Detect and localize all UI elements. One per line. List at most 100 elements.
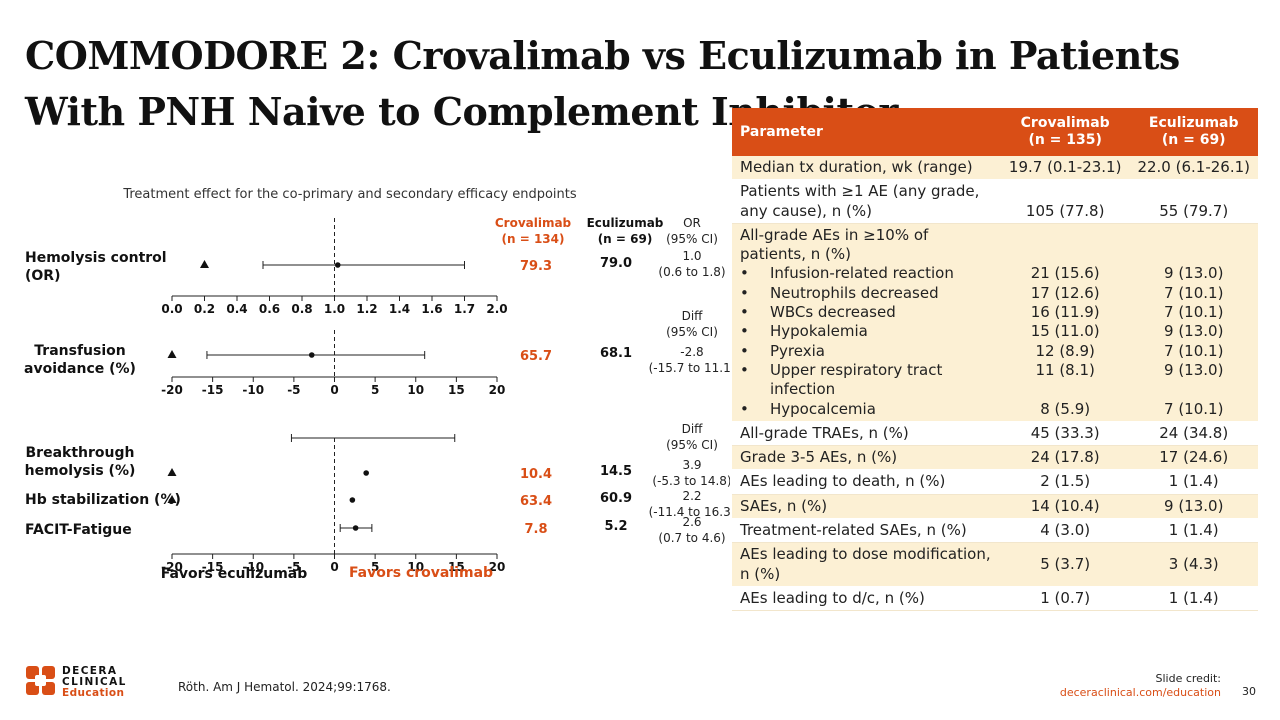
list-item: Hypocalcemia: [740, 400, 993, 420]
table-header-eculizumab: Eculizumab (n = 69): [1129, 108, 1258, 156]
effect-header: OR: [683, 216, 701, 230]
logo-line: DECERA: [62, 665, 118, 677]
sub-cro-value: 21 (15.6): [1030, 264, 1100, 283]
effect-header: (95% CI): [666, 438, 718, 452]
sub-ecu-value: 7 (10.1): [1164, 303, 1224, 322]
effect-estimate: (-5.3 to 14.8): [652, 474, 730, 488]
endpoint-label: (OR): [25, 268, 60, 284]
x-tick-label: 15: [448, 560, 465, 574]
eculizumab-value: 60.9: [600, 491, 632, 506]
x-tick-label: -15: [202, 560, 224, 574]
table-row: All-grade TRAEs, n (%) 45 (33.3) 24 (34.…: [732, 421, 1258, 447]
point-estimate: [352, 525, 359, 531]
row-cro-value: 19.7 (0.1-23.1): [1000, 156, 1130, 181]
row-param: All-grade AEs in ≥10% of patients, n (%): [740, 225, 929, 264]
row-ecu-value: 17 (24.6): [1129, 445, 1258, 471]
column-header-crovalimab: Crovalimab: [495, 216, 572, 230]
endpoint-label: Breakthrough: [26, 445, 135, 461]
credit-label: Slide credit:: [1155, 672, 1222, 685]
x-tick-label: 1.2: [356, 302, 377, 316]
table-row: AEs leading to d/c, n (%) 1 (0.7) 1 (1.4…: [732, 586, 1258, 612]
logo-line: Education: [62, 687, 125, 699]
triangle-marker: [167, 468, 177, 476]
x-tick-label: 1.4: [389, 302, 410, 316]
list-item: WBCs decreased: [740, 303, 993, 323]
ae-sublist: Infusion-related reaction Neutrophils de…: [740, 264, 993, 420]
eculizumab-value: 79.0: [600, 256, 632, 271]
row-ecu-value: 1 (1.4): [1129, 518, 1258, 544]
endpoint-label: Hemolysis control: [25, 250, 167, 266]
row-cro-value: 1 (0.7): [1000, 586, 1130, 612]
column-header-eculizumab: (n = 69): [598, 232, 653, 246]
sub-ecu-value: 7 (10.1): [1164, 341, 1224, 360]
table-row: Treatment-related SAEs, n (%) 4 (3.0) 1 …: [732, 518, 1258, 544]
effect-estimate: (0.7 to 4.6): [658, 531, 725, 545]
slide-credit: Slide credit: deceraclinical.com/educati…: [1060, 672, 1221, 700]
row-param: AEs leading to dose modification, n (%): [732, 542, 1001, 587]
x-tick-label: 10: [407, 560, 424, 574]
effect-estimate: (0.6 to 1.8): [658, 265, 725, 279]
crovalimab-value: 7.8: [524, 522, 547, 537]
effect-estimate: 2.2: [682, 489, 701, 503]
x-tick-label: 1.6: [421, 302, 442, 316]
crovalimab-value: 79.3: [520, 259, 552, 274]
sub-ecu-value: 9 (13.0): [1164, 264, 1224, 283]
page-number: 30: [1242, 685, 1256, 698]
row-param: Median tx duration, wk (range): [732, 156, 1001, 181]
row-cro-value: 5 (3.7): [1000, 542, 1130, 587]
x-tick-label: -10: [242, 560, 264, 574]
column-header-crovalimab: (n = 134): [502, 232, 565, 246]
decera-logo-icon: [26, 666, 55, 695]
logo-line: CLINICAL: [62, 676, 127, 688]
forest-plot: Treatment effect for the co-primary and …: [24, 187, 730, 582]
favors-crovalimab-label: Favors crovalimab: [349, 565, 493, 581]
effect-estimate: 2.6: [682, 515, 701, 529]
ae-list-cell: All-grade AEs in ≥10% of patients, n (%)…: [732, 223, 1001, 422]
sub-cro-value: 16 (11.9): [1030, 303, 1100, 322]
row-ecu-value: 3 (4.3): [1129, 542, 1258, 587]
sub-cro-value: 11 (8.1): [1035, 360, 1095, 379]
point-estimate: [308, 352, 315, 358]
list-item: Infusion-related reaction: [740, 264, 993, 284]
x-tick-label: 10: [407, 383, 424, 397]
x-tick-label: 1.0: [324, 302, 345, 316]
endpoint-label: Transfusion: [34, 343, 125, 359]
row-param: AEs leading to d/c, n (%): [732, 586, 1001, 612]
table-row-ae-list: All-grade AEs in ≥10% of patients, n (%)…: [732, 223, 1258, 422]
triangle-marker: [167, 350, 177, 358]
x-tick-label: -15: [202, 383, 224, 397]
row-ecu-value: 1 (1.4): [1129, 469, 1258, 495]
point-estimate: [363, 470, 369, 476]
point-estimate: [334, 262, 341, 268]
sub-cro-value: 15 (11.0): [1030, 322, 1100, 341]
row-cro-value: 14 (10.4): [1000, 494, 1130, 520]
table-row: Patients with ≥1 AE (any grade, any caus…: [732, 179, 1258, 224]
row-param: SAEs, n (%): [732, 494, 1001, 520]
sub-cro-value: 12 (8.9): [1035, 341, 1095, 360]
credit-link[interactable]: deceraclinical.com/education: [1059, 686, 1221, 699]
effect-header: (95% CI): [666, 325, 718, 339]
triangle-marker: [167, 495, 177, 503]
x-tick-label: 2.0: [486, 302, 507, 316]
header-line: (n = 69): [1161, 132, 1226, 148]
x-tick-label: 5: [371, 383, 379, 397]
adverse-events-table: Parameter Crovalimab (n = 135) Eculizumab…: [732, 108, 1258, 612]
header-crovalimab-text: Crovalimab (n = 135): [1009, 115, 1122, 149]
row-param: AEs leading to death, n (%): [732, 469, 1001, 495]
header-line: Eculizumab: [1148, 115, 1239, 131]
table-row: AEs leading to death, n (%) 2 (1.5) 1 (1…: [732, 469, 1258, 495]
x-tick-label: -5: [287, 560, 300, 574]
column-header-eculizumab: Eculizumab: [587, 216, 664, 230]
point-estimate: [349, 497, 356, 503]
spacer: [1137, 380, 1250, 399]
citation: Röth. Am J Hematol. 2024;99:1768.: [178, 680, 391, 694]
row-param: All-grade TRAEs, n (%): [732, 421, 1001, 447]
endpoint-label: avoidance (%): [24, 361, 136, 377]
x-tick-label: 20: [489, 560, 506, 574]
x-tick-label: 0: [330, 383, 338, 397]
sub-ecu-value: 7 (10.1): [1164, 399, 1224, 418]
row-ecu-value: 24 (34.8): [1129, 421, 1258, 447]
row-cro-value: 45 (33.3): [1000, 421, 1130, 447]
list-item: Neutrophils decreased: [740, 284, 993, 304]
effect-estimate: 3.9: [682, 458, 701, 472]
